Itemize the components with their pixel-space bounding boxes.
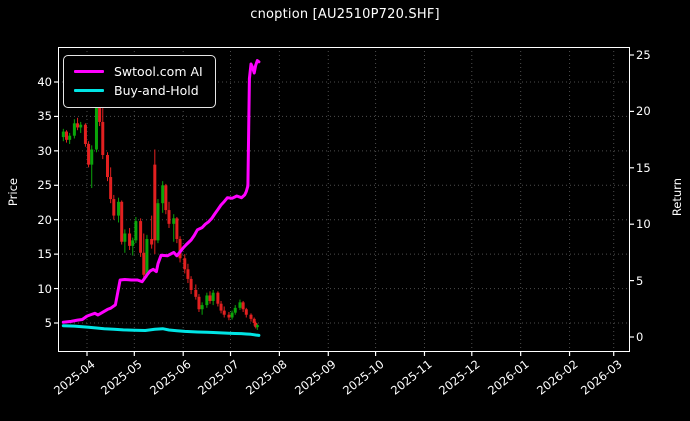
legend-item-swtool-ai: Swtool.com AI xyxy=(74,62,203,81)
buy-and-hold-legend-label: Buy-and-Hold xyxy=(114,83,199,98)
price-tick-label: 30 xyxy=(37,143,52,158)
price-tick-label: 15 xyxy=(37,247,52,262)
buy-and-hold-line xyxy=(61,324,261,337)
legend: Swtool.com AI Buy-and-Hold xyxy=(63,55,216,108)
swtool-ai-line-swatch xyxy=(74,70,104,73)
plot-frame xyxy=(58,47,630,352)
return-tick-label: 5 xyxy=(636,273,644,288)
return-tick-label: 25 xyxy=(636,48,651,62)
price-axis-label: Price xyxy=(6,178,20,207)
price-tick-label: 40 xyxy=(37,75,52,89)
legend-item-buy-and-hold: Buy-and-Hold xyxy=(74,81,203,100)
swtool-com-ai-line xyxy=(61,59,261,324)
return-tick-label: 15 xyxy=(636,160,651,175)
chart-title: cnoption [AU2510P720.SHF] xyxy=(250,7,440,22)
price-tick-label: 25 xyxy=(37,178,52,193)
return-axis-label: Return xyxy=(670,178,684,217)
buy-and-hold-line-swatch xyxy=(74,89,104,92)
price-tick-label: 5 xyxy=(44,316,52,330)
price-tick-label: 35 xyxy=(37,109,52,124)
return-tick-label: 0 xyxy=(636,330,644,344)
price-tick-label: 20 xyxy=(37,212,52,227)
candlestick-series xyxy=(61,86,259,330)
return-tick-label: 10 xyxy=(636,217,651,232)
return-tick-label: 20 xyxy=(636,104,651,119)
price-tick-label: 10 xyxy=(37,281,52,296)
swtool-ai-legend-label: Swtool.com AI xyxy=(114,64,203,79)
